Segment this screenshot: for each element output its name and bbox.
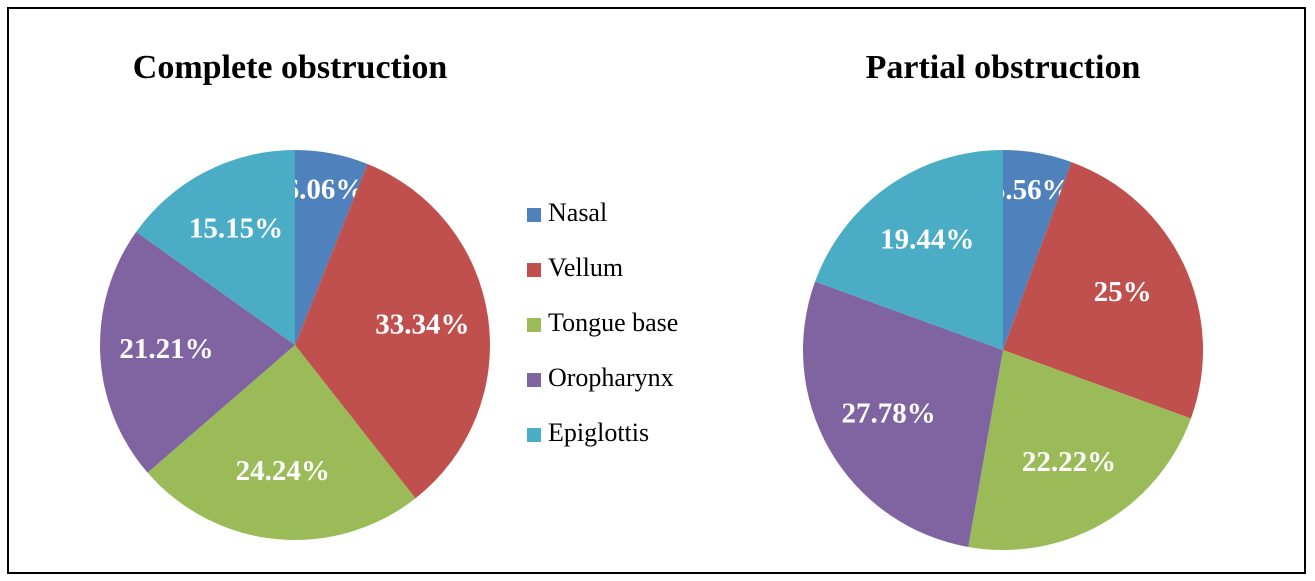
slice-label: 33.34% [375,308,469,340]
pie-slice [815,150,1003,350]
legend-label: Epiglottis [548,418,649,447]
pie-slice [1003,150,1072,350]
pie-slice [136,150,295,345]
slice-label: 6.06% [285,173,365,205]
slice-label: 24.24% [236,455,330,487]
legend-label: Vellum [548,253,623,282]
slice-label: 22.22% [1022,446,1116,478]
legend-swatch [527,373,541,387]
slice-label: 21.21% [119,333,213,365]
legend-swatch [527,428,541,442]
chart-title: Complete obstruction [133,49,448,86]
pie-slice [1003,162,1203,419]
pie-slice [968,350,1191,550]
pie-slice [100,231,296,473]
slice-label: 25% [1094,276,1152,308]
slice-label: 27.78% [842,398,936,430]
slice-label: 19.44% [880,224,974,256]
legend-swatch [527,208,541,222]
legend-swatch [527,263,541,277]
pie-slice [295,163,491,499]
legend-label: Tongue base [548,308,678,337]
pie-slice [147,345,416,540]
chart-title: Partial obstruction [866,49,1141,86]
legend-label: Nasal [548,198,607,227]
pie-slice [295,150,368,345]
slice-label: 15.15% [189,212,283,244]
pie-slice [802,281,1003,547]
legend-label: Oropharynx [548,363,674,392]
legend-swatch [527,318,541,332]
